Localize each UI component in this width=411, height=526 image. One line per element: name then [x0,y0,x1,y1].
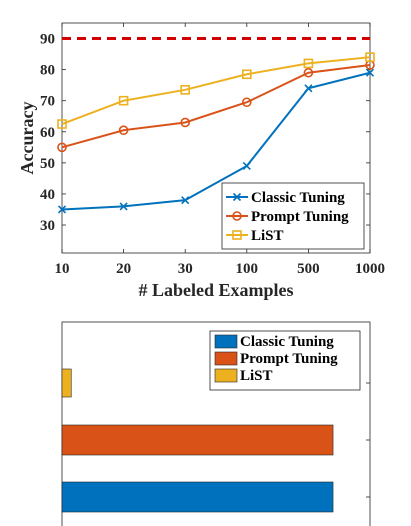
series-classic-tuning [57,68,375,214]
y-tick-label: 50 [40,156,55,172]
bar-prompt-tuning [61,424,334,456]
x-axis-label: # Labeled Examples [138,280,293,300]
data-point [232,192,242,202]
data-point [180,117,190,128]
series-list [57,52,375,129]
x-tick-label: 20 [116,261,131,277]
data-point [303,67,314,78]
data-point [118,125,129,136]
data-point [232,211,242,221]
y-tick-label: 30 [40,218,55,234]
legend-label: LiST [251,228,284,244]
legend-label: Classic Tuning [240,334,334,350]
legend-swatch [214,368,238,383]
data-point [57,119,67,129]
series-prompt-tuning [57,60,375,153]
x-tick-label: 10 [55,261,70,277]
y-tick-label: 90 [40,32,55,48]
legend-label: LiST [240,368,273,384]
x-tick-label: 100 [236,261,259,277]
y-axis-label: Accuracy [17,102,37,175]
bar-list [61,368,72,398]
data-point [242,69,252,80]
x-tick-label: 1000 [355,261,385,277]
data-point [242,97,252,108]
bar-classic-tuning [61,481,334,513]
x-tick-label: 30 [178,261,193,277]
data-point [118,95,129,106]
series-line [61,56,371,125]
data-point [304,84,313,93]
series-line [61,71,371,211]
legend-label: Prompt Tuning [240,351,338,367]
data-point [365,68,375,77]
legend-swatch [214,334,238,349]
legend: Classic Tuning Prompt Tuning LiST [221,182,365,250]
legend-swatch [214,351,238,366]
data-point [57,142,67,153]
series-line [61,63,371,149]
line-chart: 30 40 50 60 70 80 90 10 20 30 100 500 1000 Accuracy… [17,22,385,300]
legend-label: Classic Tuning [251,190,345,206]
y-tick-label: 70 [40,94,55,110]
y-tick-label: 60 [40,125,55,141]
y-tick-label: 40 [40,187,55,203]
data-point [180,85,190,95]
x-tick-label: 500 [297,261,320,277]
data-point [365,52,375,62]
y-tick-label: 80 [40,63,55,79]
legend-label: Prompt Tuning [251,209,349,225]
data-point [242,161,251,171]
data-point [303,58,314,69]
data-point [232,230,242,240]
data-point [57,205,67,214]
data-point [181,196,190,205]
data-point [119,202,128,211]
